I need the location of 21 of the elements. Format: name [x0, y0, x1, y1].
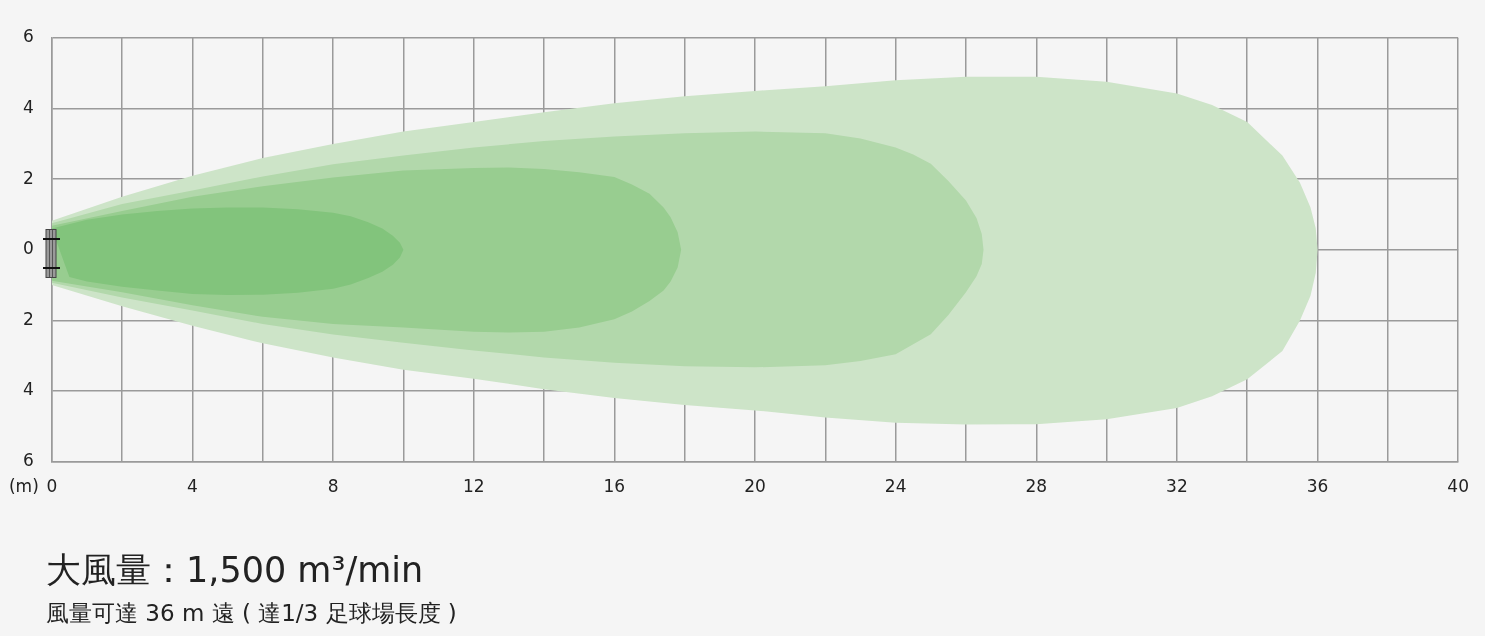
x-tick-label: 12 — [462, 476, 485, 497]
x-tick-label: 8 — [327, 476, 339, 497]
x-tick-label: 0 — [46, 476, 58, 497]
x-tick-label: 32 — [1166, 476, 1188, 497]
x-axis-title: (m) — [8, 476, 39, 497]
y-tick-label: 6 — [22, 26, 34, 47]
y-tick-label: 4 — [22, 379, 34, 400]
x-tick-label: 4 — [187, 476, 198, 497]
x-tick-label: 20 — [744, 476, 766, 497]
y-tick-label: 0 — [22, 238, 34, 259]
y-tick-label: 6 — [22, 450, 34, 471]
y-tick-label: 4 — [22, 97, 34, 118]
x-tick-label: 28 — [1025, 476, 1048, 497]
text: 風量可達 36 m 遠 ( 達1/3 足球場長度 ) — [46, 599, 457, 628]
y-tick-label: 2 — [22, 308, 34, 329]
x-tick-label: 36 — [1306, 476, 1329, 497]
x-tick-label: 16 — [603, 476, 626, 497]
x-tick-label: 24 — [884, 476, 907, 497]
x-tick-label: 40 — [1447, 476, 1469, 497]
y-tick-label: 2 — [22, 167, 34, 188]
text: 大風量：1,500 m³/min — [46, 549, 424, 592]
